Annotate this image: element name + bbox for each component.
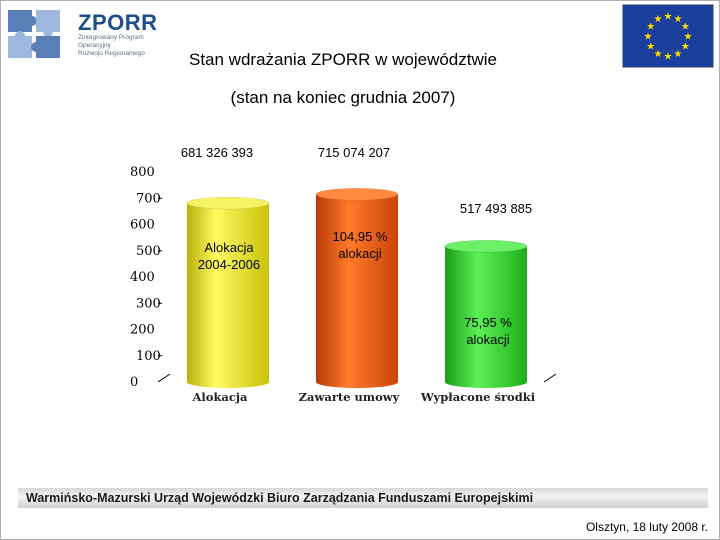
eu-star: ★ [681,42,690,53]
bar-bottom [445,376,527,388]
eu-star: ★ [646,22,655,33]
footer-organization: Warmińsko-Mazurski Urząd Wojewódzki Biur… [26,491,534,505]
y-tick-label: 100 [136,349,161,364]
footer-band [18,488,708,508]
bar-bottom [187,376,269,388]
y-tick-label: 400 [130,270,155,285]
bar-body [445,246,527,382]
bar-2 [315,188,399,388]
bar-bottom [316,376,398,388]
bar-body [316,194,398,382]
eu-star: ★ [681,22,690,33]
bar-top [186,196,270,210]
bar-annotation: 75,95 % alokacji [464,315,512,347]
y-tick-label: 600 [130,218,155,233]
bar-body [187,203,269,382]
y-tick-label: 800 [130,165,155,180]
logo-subtitle: Zintegrowany Program Operacyjny Rozwoju … [78,34,145,57]
eu-star: ★ [664,12,673,23]
eu-star: ★ [644,32,653,43]
eu-flag-icon: ★ ★ ★ ★ ★ ★ ★ ★ ★ ★ ★ ★ [622,4,714,68]
bar-annotation: Alokacja 2004-2006 [198,240,260,272]
puzzle-logo-icon [8,10,60,58]
eu-star: ★ [674,49,683,60]
floor-edge-right [543,373,557,383]
bar-3 [444,239,528,388]
footer-date: Olsztyn, 18 luty 2008 r. [585,520,708,534]
value-label: 517 493 885 [460,201,532,216]
category-label: Wypłacone środki [420,390,536,404]
eu-star: ★ [664,52,673,63]
bar-chart: 0 100 200 300 400 500 600 700 800 Alokacja 681 32… [130,145,557,404]
category-label: Zawarte umowy [299,390,400,404]
value-label: 715 074 207 [318,145,390,160]
y-tick-label: 200 [130,323,155,338]
y-tick-label: 700 [136,191,161,206]
eu-star: ★ [684,32,693,43]
zporr-logo: ZPORR Zintegrowany Program Operacyjny Ro… [4,4,157,66]
bar-top [315,188,399,201]
logo-name: ZPORR [78,10,158,35]
floor-edge-left [157,373,171,383]
eu-star: ★ [674,14,683,25]
eu-star: ★ [654,14,663,25]
category-label: Alokacja [192,390,249,404]
eu-star: ★ [646,42,655,53]
eu-star: ★ [654,49,663,60]
y-tick-label: 500 [136,244,161,259]
slide-subtitle: (stan na koniec grudnia 2007) [230,88,456,107]
bar-top [444,239,528,253]
value-label: 681 326 393 [181,145,253,160]
slide-title: Stan wdrażania ZPORR w województwie [188,50,497,69]
bar-annotation: 104,95 % alokacji [333,229,388,261]
y-tick-label: 300 [136,296,161,311]
y-tick-label: 0 [130,375,138,390]
bar-1 [186,196,270,388]
